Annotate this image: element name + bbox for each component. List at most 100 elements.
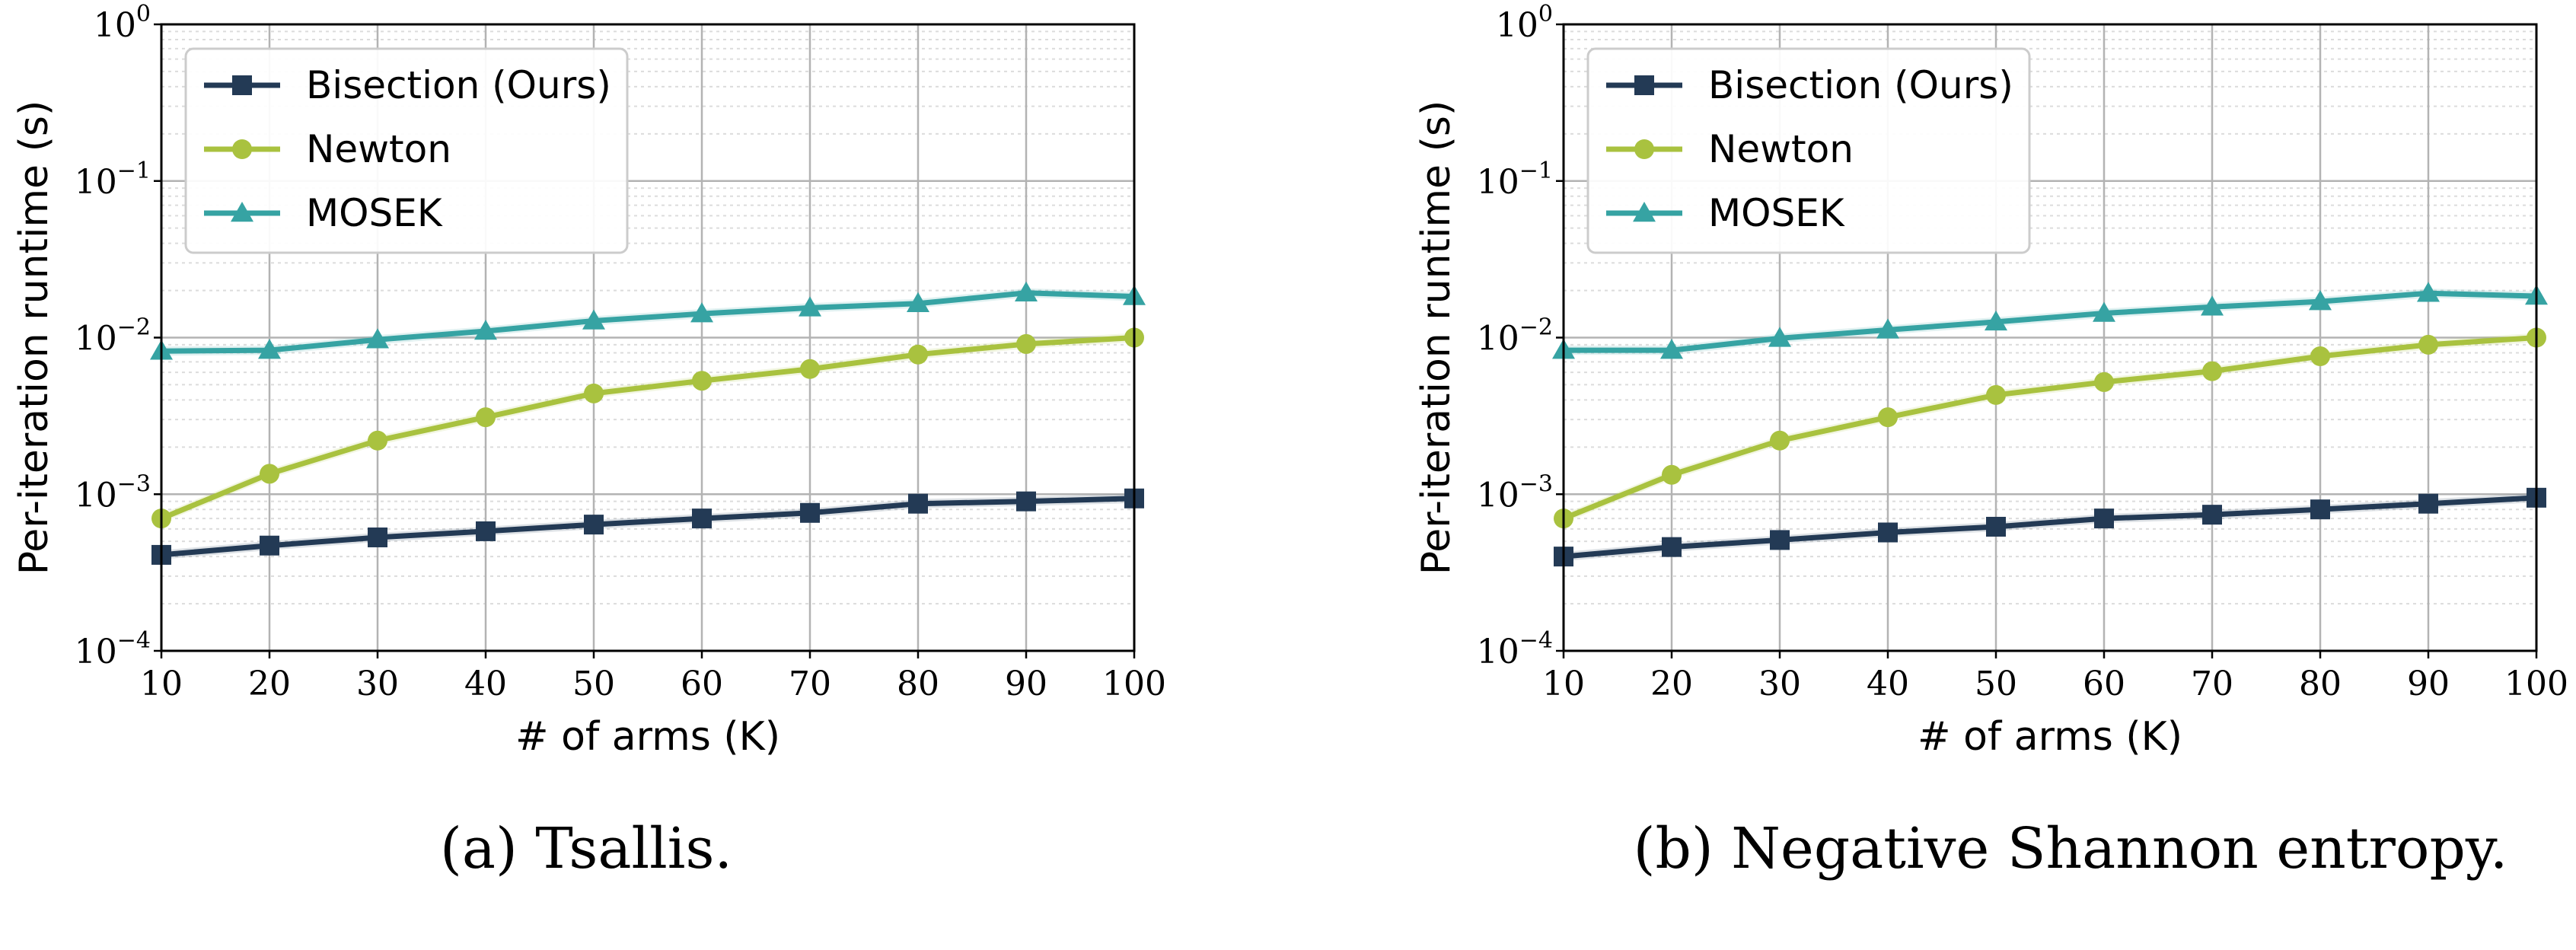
legend: Bisection (Ours) Newton MOSEK (184, 47, 629, 254)
figure-caption: (b) Negative Shannon entropy. (1634, 816, 2508, 881)
y-tick-exponent: −2 (1519, 314, 1553, 341)
data-point (1016, 333, 1036, 354)
x-tick-label: 80 (897, 665, 939, 703)
y-tick-base: 10 (75, 163, 117, 202)
data-point (908, 493, 928, 514)
x-tick-label: 90 (2407, 665, 2450, 703)
series-square (151, 488, 1144, 565)
data-point (368, 527, 387, 547)
data-point (1770, 430, 1790, 451)
data-point (582, 309, 605, 330)
legend-marker (1633, 202, 1656, 222)
legend-box (184, 47, 629, 254)
y-tick-base: 10 (1477, 163, 1519, 202)
data-point (800, 502, 820, 523)
data-point (368, 430, 387, 451)
series-error-band (161, 493, 1134, 559)
series-circle (1554, 327, 2546, 529)
data-point (1660, 339, 1683, 359)
x-tick-label: 100 (1102, 665, 1166, 703)
data-point (2310, 499, 2330, 520)
y-tick-label: 100 (1496, 1, 1553, 45)
data-point (2094, 508, 2114, 529)
figure-caption: (a) Tsallis. (440, 816, 732, 881)
series-line (1564, 290, 2537, 353)
legend-marker (1634, 75, 1654, 95)
y-tick-base: 10 (1477, 476, 1519, 515)
y-tick-exponent: −4 (1519, 627, 1553, 654)
series-triangle (150, 281, 1146, 360)
x-axis-label: # of arms (K) (1918, 714, 2182, 760)
data-point (474, 319, 497, 340)
y-tick-base: 10 (75, 633, 117, 671)
data-point (1878, 407, 1898, 428)
y-tick-base: 10 (1477, 633, 1519, 671)
data-point (1015, 281, 1038, 301)
series-triangle (1552, 282, 2548, 359)
chart-panel-0: 10 20 30 40 50 60 70 80 90 10010010−110−210−310−4… (11, 1, 1166, 881)
legend-box (1586, 47, 2031, 254)
y-tick-base: 10 (75, 320, 117, 359)
data-point (2202, 505, 2222, 525)
x-tick-label: 90 (1005, 665, 1047, 703)
x-tick-label: 40 (1867, 665, 1909, 703)
y-tick-label: 10−1 (75, 158, 151, 202)
data-point (2202, 361, 2222, 381)
y-tick-base: 10 (94, 6, 136, 45)
data-point (799, 296, 821, 317)
y-tick-label: 10−2 (1477, 314, 1553, 359)
data-point (584, 515, 604, 535)
legend-label: MOSEK (1708, 191, 1845, 235)
legend-label: Bisection (Ours) (306, 63, 611, 107)
series-line (1562, 335, 2537, 521)
series-line (1563, 495, 2537, 559)
data-point (260, 464, 279, 484)
data-point (366, 328, 389, 349)
data-point (2310, 346, 2330, 367)
data-point (2417, 282, 2440, 302)
y-tick-label: 10−3 (75, 470, 151, 515)
data-point (2418, 493, 2438, 514)
data-point (690, 302, 713, 323)
series-line (161, 290, 1135, 354)
data-point (1662, 464, 1682, 485)
data-point (1770, 530, 1790, 550)
x-tick-label: 70 (2191, 665, 2233, 703)
y-tick-exponent: −1 (1519, 158, 1553, 184)
y-tick-label: 10−4 (75, 627, 151, 671)
legend-label: Newton (306, 127, 451, 171)
x-tick-label: 10 (1542, 665, 1585, 703)
y-tick-label: 10−4 (1477, 627, 1553, 671)
data-point (692, 371, 712, 391)
data-point (1016, 491, 1036, 512)
x-tick-label: 20 (1650, 665, 1693, 703)
data-point (2418, 334, 2438, 355)
data-point (1662, 537, 1682, 557)
x-tick-label: 40 (464, 665, 507, 703)
y-tick-base: 10 (1477, 320, 1519, 359)
data-point (260, 535, 279, 556)
data-point (800, 359, 820, 379)
y-tick-label: 10−1 (1477, 158, 1553, 202)
x-tick-label: 20 (248, 665, 291, 703)
legend-marker (231, 202, 253, 222)
y-axis-label: Per-iteration runtime (s) (1414, 100, 1459, 575)
y-tick-exponent: 0 (1538, 1, 1553, 27)
data-point (258, 339, 281, 359)
x-axis-label: # of arms (K) (515, 714, 780, 760)
data-point (2094, 371, 2114, 392)
data-point (692, 508, 712, 529)
y-tick-exponent: −3 (117, 470, 151, 497)
legend-marker (1634, 139, 1654, 159)
data-point (584, 383, 604, 403)
data-point (1876, 318, 1899, 339)
y-tick-base: 10 (75, 476, 117, 515)
series-line (161, 496, 1135, 558)
x-tick-label: 50 (1975, 665, 2017, 703)
data-point (1986, 384, 2006, 405)
data-point (2201, 295, 2224, 316)
x-tick-label: 50 (572, 665, 615, 703)
y-axis-label: Per-iteration runtime (s) (11, 100, 57, 575)
